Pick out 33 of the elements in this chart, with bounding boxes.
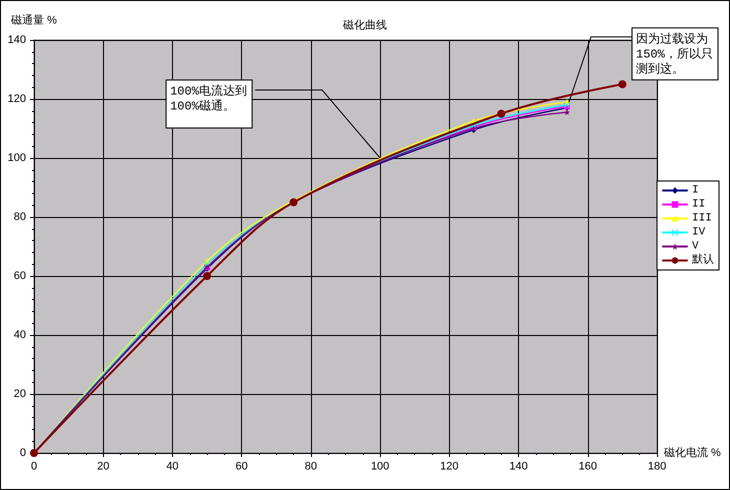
legend-label: 默认 [691,254,714,266]
legend-label: III [692,212,712,224]
chart-title: 磁化曲线 [342,18,387,32]
point [203,272,212,280]
y-tick-label: 40 [14,329,26,341]
y-tick-label: 60 [14,270,26,282]
y-tick-label: 100 [8,152,26,164]
annotation: 100%电流达到100%磁通。 [170,84,247,114]
x-tick-label: 80 [304,460,318,472]
point [497,110,506,118]
y-tick-label: 80 [14,211,26,223]
y-tick-label: 0 [20,447,26,459]
legend-label: II [692,198,706,210]
point [564,109,570,116]
legend-label: V [692,240,699,252]
x-tick-label: 0 [30,460,38,472]
x-tick-label: 120 [440,460,459,472]
annotation: 因为过载设为150%，所以只测到这。 [636,32,713,76]
y-tick-label: 140 [8,34,26,46]
x-tick-label: 20 [97,460,110,472]
x-tick-label: 100 [370,460,390,472]
y-axis-title: 磁通量 % [10,14,58,26]
point [618,80,626,88]
y-tick-label: 120 [8,93,26,105]
legend-label: IV [692,226,706,238]
x-tick-label: 40 [166,460,179,472]
legend-label: I [692,184,699,196]
y-tick-label: 20 [14,388,26,400]
x-tick-label: 180 [648,460,666,472]
x-tick-label: 140 [509,460,528,472]
x-axis-title: 磁化电流 % [663,446,722,459]
x-tick-label: 60 [236,460,248,472]
x-tick-label: 160 [578,460,597,472]
